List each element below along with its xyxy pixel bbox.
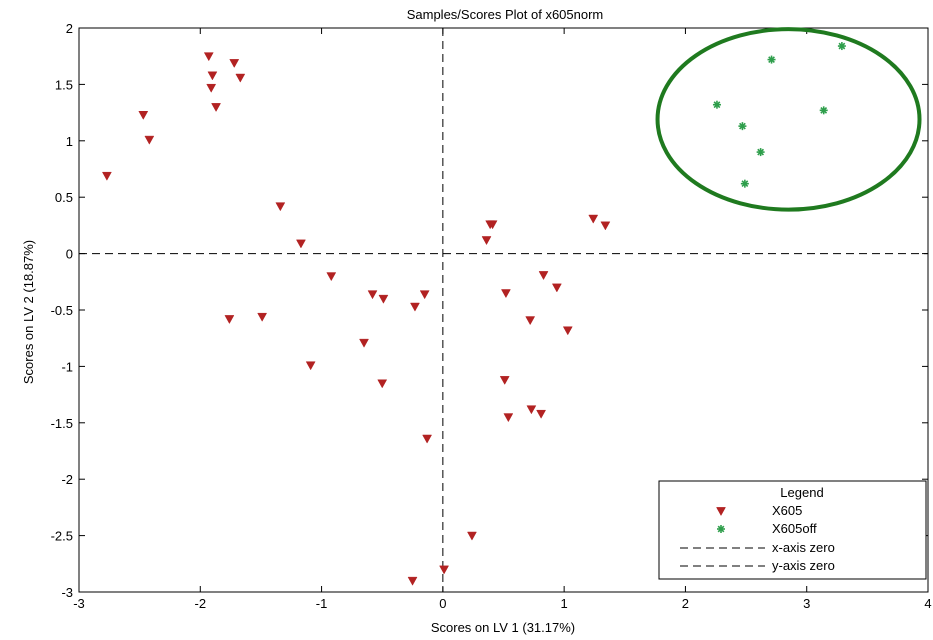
y-tick-label: -3 — [61, 585, 73, 600]
annotation-layer — [655, 27, 922, 212]
y-tick-label: -1 — [61, 359, 73, 374]
data-point-x605off — [837, 42, 846, 51]
data-point-x605 — [600, 221, 611, 231]
data-point-x605 — [562, 326, 573, 336]
data-point-x605 — [377, 379, 388, 389]
data-point-x605 — [481, 236, 492, 246]
highlight-ellipse — [655, 27, 922, 212]
data-point-x605 — [367, 290, 378, 300]
legend-marker-x605off — [717, 525, 725, 533]
chart-title: Samples/Scores Plot of x605norm — [407, 7, 604, 22]
legend-label-x605off: X605off — [772, 521, 817, 536]
y-tick-label: -0.5 — [51, 303, 73, 318]
zero-lines — [79, 28, 928, 592]
y-tick-label: -2.5 — [51, 529, 73, 544]
legend-label-x605: X605 — [772, 503, 802, 518]
y-tick-label: -1.5 — [51, 416, 73, 431]
data-point-x605 — [138, 111, 149, 120]
x-tick-label: -3 — [73, 596, 85, 611]
data-point-x605 — [206, 83, 217, 93]
data-point-x605 — [487, 220, 498, 230]
y-tick-label: 1.5 — [55, 77, 73, 92]
x-tick-label: 0 — [439, 596, 446, 611]
data-point-x605 — [257, 312, 268, 322]
data-point-x605 — [378, 294, 389, 304]
data-point-x605 — [467, 531, 477, 541]
data-point-x605 — [407, 576, 418, 586]
data-point-x605 — [538, 271, 549, 281]
x-tick-label: 1 — [561, 596, 568, 611]
data-point-x605 — [229, 59, 240, 68]
data-point-x605 — [499, 376, 510, 385]
data-point-x605off — [712, 100, 721, 109]
legend: Legend X605 X605off x-axis zero y-axis z… — [658, 480, 927, 580]
data-point-x605 — [439, 565, 449, 575]
data-point-x605off — [756, 148, 765, 157]
data-point-x605 — [525, 316, 536, 326]
data-point-x605 — [224, 315, 235, 325]
x-tick-label: -1 — [316, 596, 328, 611]
data-point-x605 — [326, 272, 337, 282]
data-point-x605 — [211, 103, 221, 112]
axes-layer: -3 -2 -1 0 1 2 3 4 -3 -2.5 -2 -1.5 -1 -0.5 0 0.5 1 1.5 2 — [51, 21, 932, 611]
y-tick-label: 0.5 — [55, 190, 73, 205]
data-point-x605 — [536, 409, 547, 419]
data-point-x605 — [588, 214, 599, 224]
y-tick-label: 2 — [66, 21, 73, 36]
data-point-x605off — [738, 122, 747, 131]
data-point-x605 — [144, 135, 155, 145]
legend-label-y-axis-zero: y-axis zero — [772, 558, 835, 573]
legend-title: Legend — [780, 485, 823, 500]
y-tick-label: 1 — [66, 134, 73, 149]
data-point-x605 — [305, 361, 316, 371]
legend-box — [658, 480, 927, 580]
data-point-x605 — [551, 283, 562, 293]
x-tick-label: -2 — [195, 596, 207, 611]
points-layer — [101, 42, 846, 586]
data-point-x605off — [819, 106, 828, 115]
x-axis-label: Scores on LV 1 (31.17%) — [431, 620, 575, 635]
data-point-x605 — [203, 52, 214, 62]
y-axis-label: Scores on LV 2 (18.87%) — [21, 240, 36, 384]
data-point-x605 — [359, 338, 369, 348]
data-point-x605 — [101, 171, 112, 181]
data-point-x605off — [767, 55, 776, 64]
data-point-x605 — [501, 289, 511, 299]
data-point-x605 — [207, 71, 218, 81]
data-point-x605off — [740, 179, 749, 188]
y-tick-label: -2 — [61, 472, 73, 487]
data-point-x605 — [275, 202, 286, 212]
legend-marker-x605 — [716, 507, 726, 517]
data-point-x605 — [410, 302, 420, 312]
data-point-x605 — [235, 73, 246, 83]
data-point-x605 — [503, 413, 514, 423]
data-point-x605 — [526, 405, 537, 415]
data-point-x605 — [419, 290, 430, 300]
x-tick-label: 3 — [803, 596, 810, 611]
x-tick-label: 2 — [682, 596, 689, 611]
x-tick-label: 4 — [924, 596, 931, 611]
y-tick-label: 0 — [66, 247, 73, 262]
legend-label-x-axis-zero: x-axis zero — [772, 540, 835, 555]
data-point-x605 — [296, 239, 306, 249]
legend-marker-shape — [717, 525, 725, 533]
legend-marker-shape — [716, 507, 726, 517]
data-point-x605 — [422, 434, 433, 444]
